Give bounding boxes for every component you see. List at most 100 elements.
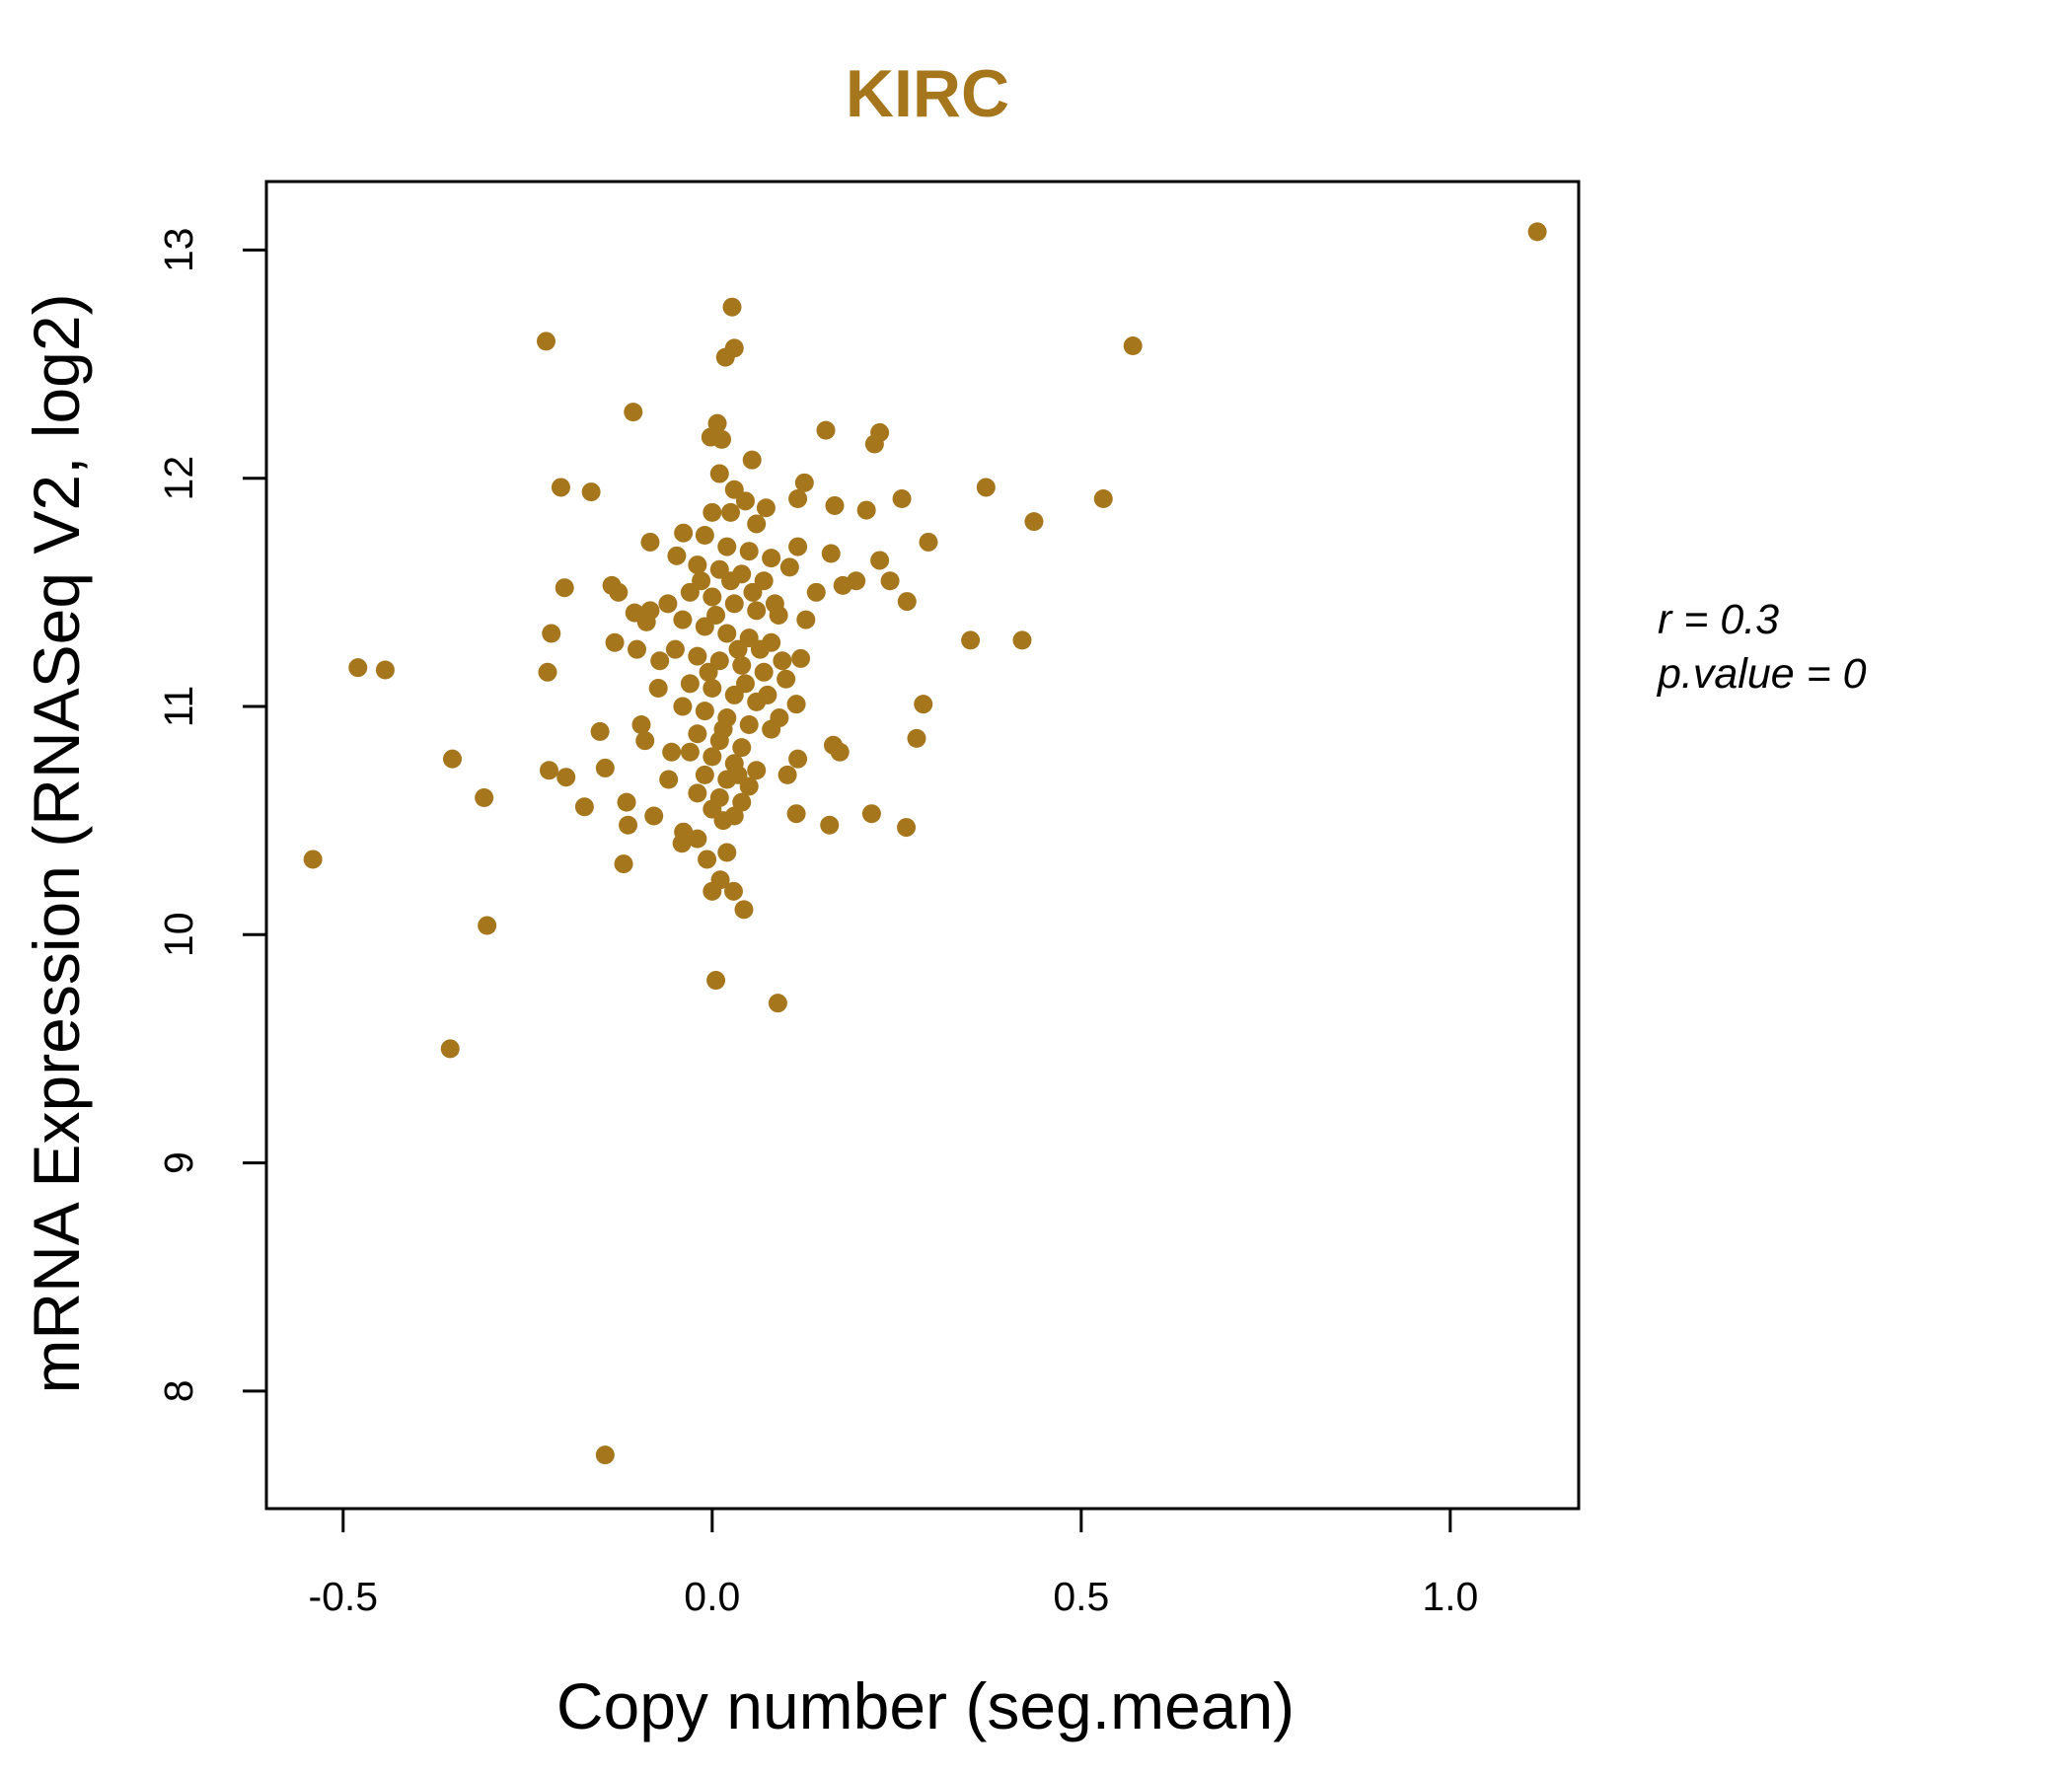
data-point [614,854,633,874]
correlation-r: r = 0.3 [1658,596,1779,643]
data-point [747,761,767,780]
data-point [739,542,759,561]
data-point [773,651,792,671]
data-point [750,639,770,659]
data-point [715,347,735,367]
data-point [695,702,714,721]
data-point [735,491,755,511]
data-point [695,765,714,784]
data-point [742,450,762,470]
data-point [728,765,748,784]
data-point [574,797,594,817]
data-point [721,571,741,591]
data-point [595,1445,615,1465]
data-point [754,662,774,682]
data-point [821,544,841,563]
data-point [703,502,722,522]
data-point [717,624,737,643]
y-axis: 8 9 10 11 12 13 [156,228,266,1402]
data-point [665,639,685,659]
data-point [756,498,776,518]
data-point [786,804,806,824]
data-point [777,765,797,784]
data-point [907,728,926,748]
data-point [478,916,497,935]
data-point [635,731,655,751]
data-point [788,537,808,556]
data-point [721,502,741,522]
data-point [762,719,781,739]
data-point [794,473,814,492]
data-point [823,735,843,755]
data-point [735,674,755,694]
x-tick-label: -0.5 [308,1574,378,1619]
data-point [658,594,678,614]
data-point [556,768,576,787]
data-point [758,685,777,704]
data-point [706,971,726,991]
data-point [609,582,629,602]
data-point [897,592,917,612]
data-point [791,648,811,668]
data-point [703,587,722,607]
data-point [786,695,806,714]
data-point [688,829,707,849]
x-axis-label: Copy number (seg.mean) [556,1669,1295,1742]
data-point [825,495,845,515]
data-point [542,624,561,643]
data-point [1024,512,1044,532]
data-point [709,464,729,483]
chart-title: KIRC [846,56,1009,131]
data-point [555,578,574,598]
data-point [724,594,744,614]
y-tick-label: 10 [156,912,201,957]
data-point [659,770,679,789]
data-point [617,792,636,812]
data-point [897,818,917,838]
data-point [644,806,664,826]
data-point [375,660,395,680]
data-point [688,555,707,575]
data-point [747,514,767,534]
data-point [806,582,826,602]
data-point [717,843,737,862]
data-point [833,575,852,595]
data-point [732,792,752,812]
data-point [551,478,570,497]
data-point [724,881,744,901]
data-point [976,478,996,497]
data-point [624,403,643,422]
data-point [880,571,900,591]
data-point [539,761,558,780]
data-point [695,526,714,546]
correlation-p-value: p.value = 0 [1656,650,1867,698]
points-layer [303,222,1547,1465]
data-point [680,674,700,694]
data-point [443,749,463,769]
data-point [713,811,733,831]
data-point [348,658,368,678]
y-axis-label: mRNA Expression (RNASeq V2, log2) [20,293,93,1393]
data-point [732,738,752,758]
data-point [650,651,670,671]
data-point [743,582,763,602]
data-point [688,783,707,803]
data-point [816,420,836,440]
data-point [739,714,759,734]
data-point [628,639,647,659]
data-point [722,297,742,317]
x-tick-label: 0.5 [1053,1574,1109,1619]
data-point [662,742,682,762]
data-point [856,500,876,520]
data-point [699,662,718,682]
data-point [717,537,737,556]
data-point [710,870,730,890]
data-point [674,523,694,543]
data-point [788,489,808,509]
data-point [692,571,711,591]
data-point [768,994,787,1013]
data-point [864,434,884,454]
data-point [636,612,656,631]
y-tick-label: 13 [156,228,201,273]
data-point [667,546,687,565]
